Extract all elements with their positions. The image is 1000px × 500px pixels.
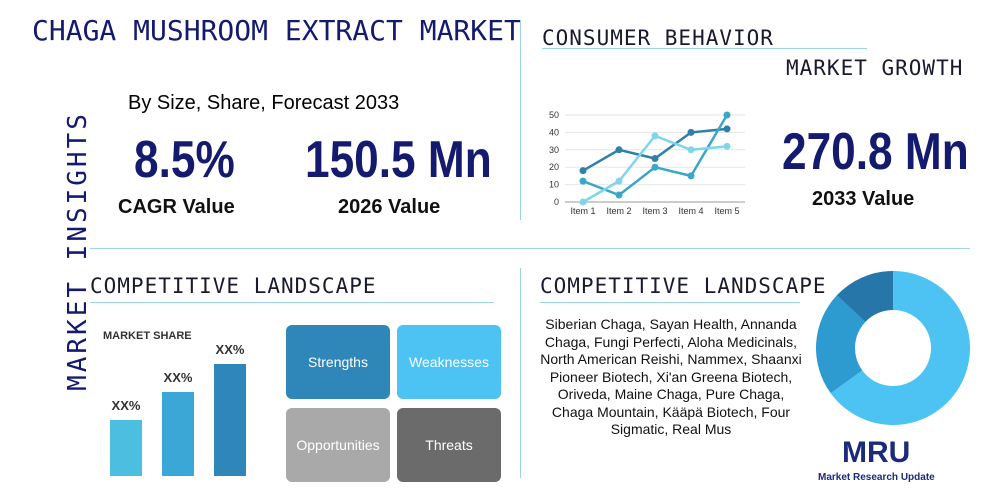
donut-slice bbox=[836, 271, 893, 322]
y-tick-label: 40 bbox=[549, 127, 559, 137]
rule bbox=[90, 302, 494, 303]
point bbox=[615, 146, 623, 154]
x-tick-label: Item 5 bbox=[714, 206, 739, 216]
point bbox=[687, 128, 695, 136]
stat-value: 8.5% bbox=[134, 131, 235, 189]
point bbox=[723, 142, 731, 150]
divider bbox=[520, 268, 521, 478]
company-list: Siberian Chaga, Sayan Health, Annanda Ch… bbox=[540, 316, 802, 437]
point bbox=[579, 198, 587, 206]
bar bbox=[214, 364, 246, 476]
bar bbox=[110, 420, 142, 476]
bar bbox=[162, 392, 194, 476]
section-heading: COMPETITIVE LANDSCAPE bbox=[90, 274, 377, 298]
swot-box: Strengths bbox=[286, 325, 390, 399]
point bbox=[651, 132, 659, 140]
stat-value: 150.5 Mn bbox=[305, 131, 492, 189]
donut-slice bbox=[830, 271, 970, 425]
x-tick-label: Item 4 bbox=[678, 206, 703, 216]
point bbox=[651, 163, 659, 171]
point bbox=[651, 155, 659, 162]
title: CHAGA MUSHROOM EXTRACT MARKET bbox=[32, 14, 521, 47]
y-tick-label: 0 bbox=[554, 197, 559, 207]
swot-box: Threats bbox=[397, 408, 501, 482]
y-tick-label: 50 bbox=[549, 110, 559, 120]
stat-value: 270.8 Mn bbox=[782, 123, 969, 181]
rule bbox=[542, 48, 867, 49]
chart-title: MARKET SHARE bbox=[103, 330, 192, 342]
point bbox=[615, 191, 623, 199]
x-tick-label: Item 2 bbox=[606, 206, 631, 216]
data-label: XX% bbox=[112, 398, 141, 413]
subtitle: By Size, Share, Forecast 2033 bbox=[128, 92, 400, 114]
y-tick-label: 20 bbox=[549, 162, 559, 172]
section-heading: CONSUMER BEHAVIOR bbox=[542, 26, 774, 50]
stat-label: CAGR Value bbox=[118, 196, 235, 218]
point bbox=[579, 177, 587, 185]
data-label: XX% bbox=[164, 370, 193, 385]
point bbox=[723, 125, 731, 133]
data-label: XX% bbox=[216, 342, 245, 357]
section-heading: MARKET GROWTH bbox=[786, 56, 964, 80]
swot-box: Weaknesses bbox=[397, 325, 501, 399]
logo-mark: MRU bbox=[842, 436, 911, 469]
point bbox=[579, 167, 587, 175]
point bbox=[687, 172, 695, 180]
point bbox=[723, 111, 731, 119]
x-tick-label: Item 1 bbox=[570, 206, 595, 216]
stat-label: 2026 Value bbox=[338, 196, 441, 218]
point bbox=[687, 146, 695, 154]
divider bbox=[90, 248, 970, 249]
point bbox=[615, 177, 623, 185]
logo-name: Market Research Update bbox=[818, 472, 935, 483]
y-tick-label: 30 bbox=[549, 145, 559, 155]
donut-slice bbox=[815, 295, 866, 394]
section-heading: COMPETITIVE LANDSCAPE bbox=[540, 274, 827, 298]
x-tick-label: Item 3 bbox=[642, 206, 667, 216]
rule bbox=[540, 302, 800, 303]
swot-box: Opportunities bbox=[286, 408, 390, 482]
divider bbox=[520, 20, 521, 220]
y-tick-label: 10 bbox=[549, 180, 559, 190]
stat-label: 2033 Value bbox=[812, 188, 915, 210]
